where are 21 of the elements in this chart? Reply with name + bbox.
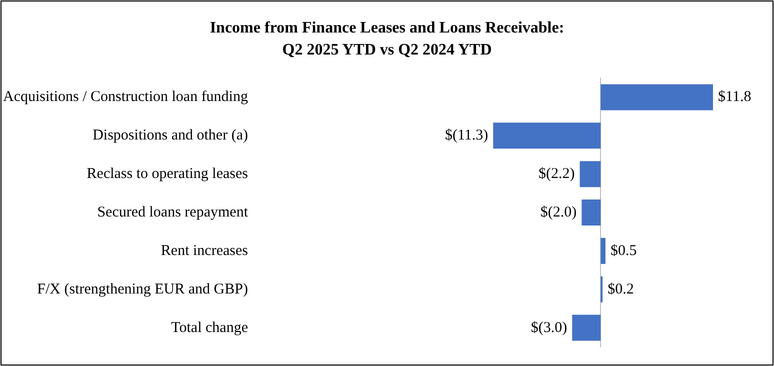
bar [600,238,606,264]
y-tick-label: Reclass to operating leases [86,166,248,182]
chart-title: Income from Finance Leases and Loans Receivable: Q2 2025 YTD vs Q2 2024 YTD [210,20,564,58]
data-label: $0.2 [608,281,634,298]
data-label: $0.5 [610,242,637,259]
data-label: $(2.2) [538,166,575,182]
y-tick-label: F/X (strengthening EUR and GBP) [37,281,248,298]
y-tick-label: Rent increases [160,242,248,259]
y-tick-label: Acquisitions / Construction loan funding [2,89,248,106]
data-label: $(11.3) [444,128,488,144]
y-tick-label: Total change [171,320,248,336]
bar [582,200,601,226]
data-label: $11.8 [718,89,752,106]
bar [580,161,601,188]
data-label: $(2.0) [540,204,577,220]
bar [572,314,601,341]
y-tick-label: Secured loans repayment [97,204,249,220]
data-label: $(3.0) [530,320,568,336]
y-tick-label: Dispositions and other (a) [92,128,248,144]
bar [493,122,601,149]
bar [600,84,713,110]
